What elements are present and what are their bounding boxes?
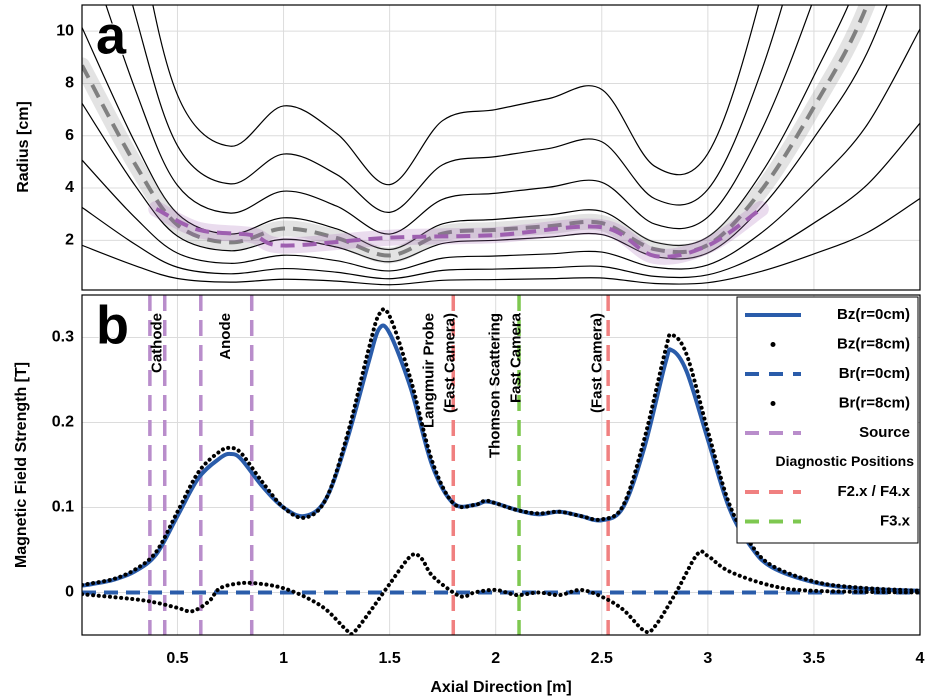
x-tick-label: 0.5 <box>166 650 188 667</box>
legend-box <box>736 296 919 544</box>
position-label: (Fast Camera) <box>589 313 606 413</box>
y-axis-label: Magnetic Field Strength [T] <box>13 362 30 568</box>
y-tick-label: 8 <box>65 75 74 92</box>
x-tick-label: 2.5 <box>591 650 613 667</box>
y-tick-label: 0 <box>65 584 74 601</box>
position-label: Fast Camera <box>508 312 525 403</box>
legend-label: F2.x / F4.x <box>837 483 910 500</box>
series-line <box>152 5 760 186</box>
position-label: Thomson Scattering <box>487 313 504 458</box>
x-tick-label: 4 <box>916 650 925 667</box>
legend-label: Bz(r=8cm) <box>837 335 910 352</box>
y-tick-label: 0.2 <box>52 414 74 431</box>
legend-swatch <box>770 401 776 406</box>
series-halo <box>82 5 876 264</box>
x-tick-label: 1.5 <box>378 650 400 667</box>
x-axis-label: Axial Direction [m] <box>430 679 571 696</box>
series-line <box>82 28 920 272</box>
y-axis-label: Radius [cm] <box>15 101 32 193</box>
x-tick-label: 3 <box>703 650 712 667</box>
series-line <box>82 5 888 263</box>
position-label: (Fast Camera) <box>442 313 459 413</box>
series-line <box>155 207 763 259</box>
y-tick-label: 10 <box>56 22 74 39</box>
position-label: Langmuir Probe <box>421 313 438 428</box>
y-tick-label: 2 <box>65 232 74 249</box>
legend-swatch <box>770 342 776 347</box>
plot-frame <box>81 294 921 636</box>
series-line <box>82 5 850 251</box>
legend-label: Bz(r=0cm) <box>837 306 910 323</box>
position-label: Cathode <box>148 313 165 373</box>
panel-label: b <box>96 295 129 355</box>
y-tick-label: 6 <box>65 127 74 144</box>
plot-frame <box>81 4 921 291</box>
x-tick-label: 2 <box>491 650 500 667</box>
position-label: Anode <box>217 313 234 360</box>
legend-title: Diagnostic Positions <box>776 453 915 469</box>
series-line <box>105 5 813 235</box>
x-tick-label: 1 <box>279 650 288 667</box>
legend-label: Br(r=0cm) <box>839 365 910 382</box>
legend-label: Source <box>859 424 910 441</box>
plot-area <box>82 5 920 286</box>
series-line <box>82 122 920 280</box>
series-line <box>82 197 920 286</box>
series-line <box>82 307 920 593</box>
series-line <box>82 549 920 635</box>
x-tick-label: 3.5 <box>803 650 825 667</box>
panel-label: a <box>96 5 127 65</box>
legend-label: Br(r=8cm) <box>839 394 910 411</box>
y-tick-label: 4 <box>65 179 74 196</box>
plot-area <box>82 295 920 635</box>
y-tick-label: 0.3 <box>52 329 74 346</box>
y-tick-label: 0.1 <box>52 499 74 516</box>
series-line <box>82 5 870 258</box>
series-line <box>132 5 784 213</box>
legend-label: F3.x <box>880 512 911 529</box>
